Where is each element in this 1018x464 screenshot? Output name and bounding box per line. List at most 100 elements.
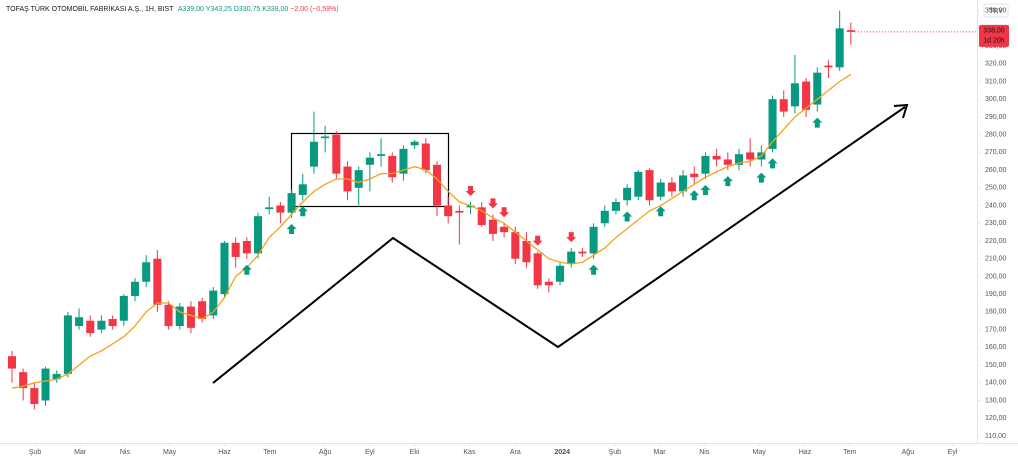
x-tick-label: Kas: [463, 449, 476, 456]
buy-signal: [756, 172, 767, 183]
y-tick-label: 280,00: [985, 132, 1007, 139]
x-tick-label: Nis: [699, 449, 710, 456]
candle-body: [186, 306, 195, 328]
candle-body: [500, 226, 509, 233]
candle-body: [198, 301, 207, 319]
candle-body: [41, 368, 50, 401]
candle-body: [365, 157, 374, 165]
x-tick-label: Nis: [120, 449, 131, 456]
candle-body: [108, 318, 117, 327]
x-tick-label: Eyl: [948, 449, 958, 456]
buy-signal: [655, 206, 666, 217]
sell-signal: [532, 235, 543, 246]
candle-body: [667, 182, 676, 192]
buy-signal: [297, 206, 308, 217]
high: Y343,25: [206, 6, 232, 13]
candle-body: [634, 171, 643, 197]
candle-body: [175, 306, 184, 327]
candle-body: [75, 317, 84, 327]
x-tick-label: Haz: [218, 449, 231, 456]
buy-signal: [241, 264, 252, 275]
moving-average: [11, 73, 852, 389]
candle-body: [611, 202, 620, 211]
buy-signal: [767, 158, 778, 169]
candle-body: [298, 184, 307, 195]
candle-body: [623, 187, 632, 201]
sell-signal: [566, 232, 577, 243]
countdown: 1d 20h: [983, 38, 1005, 45]
y-tick-label: 160,00: [985, 344, 1007, 351]
buy-signal: [286, 223, 297, 234]
candle-body: [768, 99, 777, 149]
candle-body: [265, 207, 274, 210]
candle-body: [377, 154, 386, 156]
candle-body: [466, 205, 475, 208]
candle-body: [19, 372, 28, 389]
sell-signal: [465, 186, 476, 197]
x-tick-label: Ara: [510, 449, 521, 456]
y-tick-label: 130,00: [985, 397, 1007, 404]
candle-body: [164, 304, 173, 327]
candle-body: [477, 207, 486, 226]
x-tick-label: Eyl: [365, 449, 375, 456]
y-tick-label: 180,00: [985, 309, 1007, 316]
candle-body: [690, 173, 699, 178]
candle-body: [556, 265, 565, 282]
y-tick-label: 300,00: [985, 96, 1007, 103]
legend: TOFAŞ TÜRK OTOMOBİL FABRİKASI A.Ş., 1H, …: [6, 4, 339, 13]
change: −2,00 (−0,59%): [290, 6, 338, 13]
candle-body: [656, 182, 665, 197]
candle-body: [578, 251, 587, 254]
y-tick-label: 290,00: [985, 114, 1007, 121]
candle-body: [388, 155, 397, 178]
candle-body: [142, 262, 151, 282]
y-tick-label: 230,00: [985, 220, 1007, 227]
candle-body: [779, 99, 788, 112]
candle-body: [287, 193, 296, 213]
x-tick-label: Haz: [799, 449, 812, 456]
x-tick-label: Ağu: [902, 449, 915, 456]
x-tick-label: Ağu: [319, 449, 332, 456]
x-tick-label: Tem: [843, 449, 856, 456]
candle-body: [824, 65, 833, 68]
candle-body: [455, 210, 464, 213]
buy-signal: [588, 264, 599, 275]
candle-body: [645, 170, 654, 201]
candle-body: [421, 143, 430, 171]
candle-body: [813, 72, 822, 105]
candle-body: [354, 170, 363, 188]
y-tick-label: 150,00: [985, 362, 1007, 369]
candle-body: [444, 205, 453, 217]
candle-body: [679, 175, 688, 192]
candle-body: [276, 205, 285, 213]
y-tick-label: 250,00: [985, 185, 1007, 192]
currency-box[interactable]: [983, 3, 1009, 18]
candle-body: [309, 141, 318, 167]
currency[interactable]: TRY: [989, 8, 1003, 15]
y-tick-label: 270,00: [985, 149, 1007, 156]
candle-body: [231, 242, 240, 257]
price-badge: [979, 24, 1009, 47]
candle-body: [130, 281, 140, 296]
candle-body: [220, 242, 229, 295]
candle-body: [153, 258, 162, 305]
candle-body: [432, 164, 442, 206]
y-tick-label: 260,00: [985, 167, 1007, 174]
candle-body: [399, 148, 408, 174]
candle-body: [835, 28, 844, 68]
y-tick-label: 350,00: [985, 7, 1007, 14]
annotation-box: [290, 132, 450, 208]
candle-body: [97, 320, 106, 330]
candle-body: [589, 226, 598, 254]
y-tick-label: 220,00: [985, 238, 1007, 245]
y-tick-label: 190,00: [985, 291, 1007, 298]
sell-signal: [499, 207, 510, 218]
candle-body: [7, 356, 16, 369]
y-tick-label: 240,00: [985, 202, 1007, 209]
x-tick-label: Mar: [74, 449, 87, 456]
plot: 110,00 120,00 130,00 140,00 150,00 160,00 170,…: [7, 7, 1007, 456]
candle-body: [734, 154, 744, 165]
low: D330,75: [234, 6, 261, 13]
